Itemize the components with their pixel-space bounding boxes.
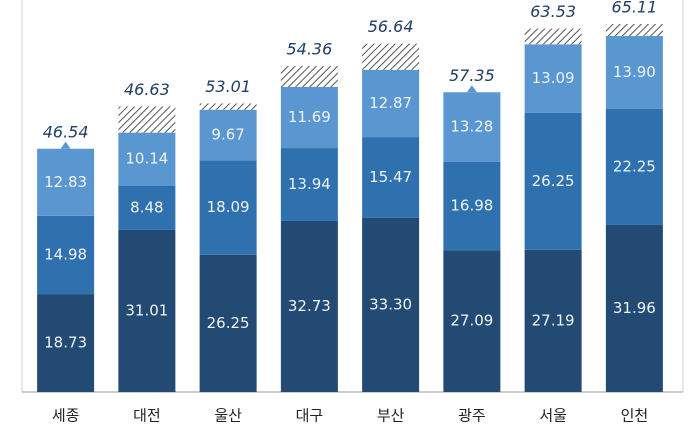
value-label: 13.28 — [450, 117, 493, 135]
bar-segment — [443, 161, 501, 251]
value-label: 22.25 — [613, 157, 656, 175]
bar-segment — [37, 294, 95, 392]
bar-segment — [280, 86, 338, 149]
value-label: 8.48 — [130, 198, 163, 216]
x-tick-label: 대구 — [296, 407, 324, 425]
x-tick-label: 울산 — [214, 407, 242, 425]
bar-segment — [524, 112, 582, 250]
total-label: 46.63 — [124, 80, 170, 99]
value-label: 18.73 — [44, 334, 87, 352]
x-tick-label: 광주 — [458, 407, 486, 425]
value-label: 33.30 — [369, 295, 412, 313]
value-label: 13.09 — [532, 69, 575, 87]
bar-segment — [605, 23, 663, 37]
bar-segment — [118, 106, 176, 133]
total-label: 56.64 — [368, 17, 414, 36]
bar-segment — [362, 43, 420, 70]
bar-segment — [199, 109, 257, 161]
bar-segment — [443, 250, 501, 392]
bar-segment — [362, 69, 420, 138]
bar-segment — [280, 66, 338, 87]
value-label: 13.94 — [288, 175, 331, 193]
bar-segment — [524, 44, 582, 113]
total-label: 65.11 — [611, 0, 657, 16]
bar-segment — [118, 132, 176, 186]
bar-segment — [199, 160, 257, 255]
value-label: 27.09 — [450, 312, 493, 330]
bar-segment — [443, 92, 501, 162]
total-marker — [466, 85, 477, 93]
value-label: 9.67 — [211, 125, 244, 143]
value-label: 13.90 — [613, 63, 656, 81]
value-label: 10.14 — [125, 150, 168, 168]
x-tick-label: 부산 — [377, 407, 405, 425]
bar-segment — [362, 217, 420, 392]
value-label: 26.25 — [207, 314, 250, 332]
value-label: 26.25 — [532, 172, 575, 190]
value-label: 15.47 — [369, 168, 412, 186]
bar-segment — [280, 220, 338, 392]
total-label: 53.01 — [205, 77, 251, 96]
bar-segment — [118, 229, 176, 392]
total-label: 63.53 — [530, 2, 576, 21]
bar-segment — [605, 108, 663, 225]
bar-segment — [199, 103, 257, 110]
total-label: 57.35 — [449, 66, 495, 85]
bar-segment — [37, 215, 95, 295]
bar-segment — [37, 148, 95, 216]
bar-segment — [605, 36, 663, 109]
value-label: 14.98 — [44, 245, 87, 263]
bar-segment — [605, 224, 663, 392]
value-label: 16.98 — [450, 197, 493, 215]
value-label: 31.96 — [613, 299, 656, 317]
total-label: 46.54 — [43, 122, 89, 141]
bar-segment — [118, 185, 176, 230]
value-label: 18.09 — [207, 198, 250, 216]
total-label: 54.36 — [286, 40, 332, 59]
bar-segment — [524, 249, 582, 392]
value-label: 31.01 — [125, 301, 168, 319]
bar-segment — [199, 254, 257, 392]
value-label: 27.19 — [532, 311, 575, 329]
x-tick-label: 인천 — [621, 407, 649, 425]
x-tick-label: 서울 — [539, 407, 567, 425]
value-label: 12.87 — [369, 94, 412, 112]
x-tick-label: 세종 — [52, 407, 80, 425]
total-marker — [60, 141, 71, 149]
bar-segment — [362, 137, 420, 218]
value-label: 12.83 — [44, 173, 87, 191]
value-label: 11.69 — [288, 108, 331, 126]
value-label: 32.73 — [288, 297, 331, 315]
bar-segment — [280, 148, 338, 221]
x-tick-label: 대전 — [133, 407, 161, 425]
bar-segment — [524, 28, 582, 45]
